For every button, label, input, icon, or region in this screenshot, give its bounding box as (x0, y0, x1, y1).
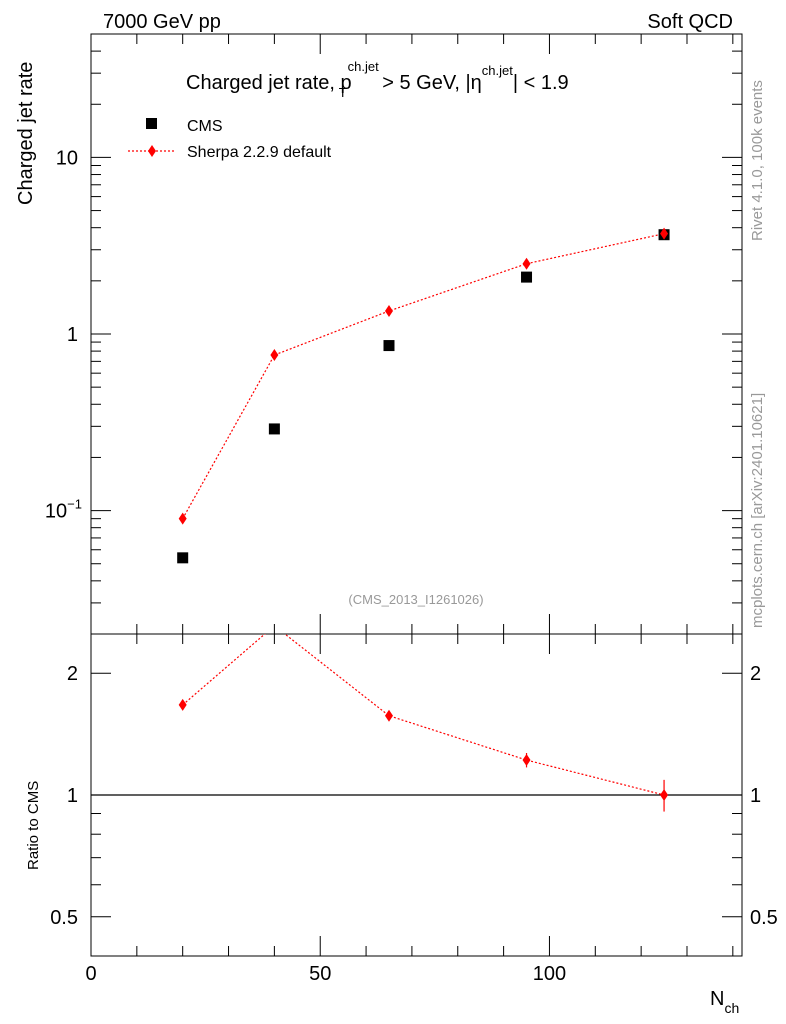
ratio-sherpa-point (660, 789, 669, 801)
ratio-y-tick-label: 1 (67, 785, 78, 807)
ratio-y-tick-label: 0.5 (50, 907, 78, 929)
legend-cms-marker (146, 118, 157, 129)
cms-point (177, 552, 189, 564)
main-y-tick-label: 1 (67, 324, 78, 346)
cms-point (268, 423, 280, 435)
legend-sherpa-label: Sherpa 2.2.9 default (187, 144, 332, 161)
sherpa-point (384, 304, 393, 317)
main-y-tick-label: 10−1 (45, 497, 82, 523)
title-sup2: ch.jet (482, 63, 513, 78)
main-y-axis-label: Charged jet rate (15, 62, 37, 205)
sherpa-line (182, 233, 665, 519)
sherpa-point (660, 227, 669, 240)
title-end: | < 1.9 (513, 72, 569, 94)
ratio-sherpa-point (522, 754, 531, 767)
legend-cms-label: CMS (187, 118, 223, 135)
cms-point (521, 271, 533, 283)
analysis-id: (CMS_2013_I1261026) (348, 592, 483, 607)
ratio-y-tick-label-right: 1 (750, 785, 761, 807)
x-axis-label: Nch (710, 988, 739, 1016)
legend-sherpa-marker (148, 145, 156, 157)
title-main: Charged jet rate, p (186, 72, 352, 94)
cms-point (383, 340, 395, 352)
header-left: 7000 GeV pp (103, 11, 221, 33)
ratio-data-marks (178, 634, 669, 812)
ratio-sherpa-line (182, 634, 665, 796)
main-y-tick-label-exp: −1 (67, 497, 82, 512)
ratio-axis-ticks: 0.5 0.5 1 1 2 2 0 50 100 (50, 634, 778, 985)
mcplots-text: mcplots.cern.ch [arXiv:2401.10621] (749, 393, 766, 628)
plot-title: Charged jet rate, pch.jet T > 5 GeV, |ηch… (186, 59, 569, 100)
ratio-y-tick-label-right: 0.5 (750, 907, 778, 929)
ratio-y-tick-label: 2 (67, 663, 78, 685)
ratio-sherpa-point (178, 698, 187, 711)
title-sup1: ch.jet (348, 59, 379, 74)
x-tick-label: 0 (85, 963, 96, 985)
sherpa-point (522, 257, 531, 270)
x-tick-label: 100 (533, 963, 566, 985)
main-y-tick-label: 10 (56, 147, 78, 169)
x-tick-label: 50 (309, 963, 331, 985)
sherpa-point (178, 512, 187, 525)
ratio-y-axis-label: Ratio to CMS (25, 781, 42, 870)
x-axis-label-sub: ch (724, 1000, 739, 1016)
sherpa-point (270, 349, 279, 362)
header-right: Soft QCD (647, 11, 733, 33)
rivet-version-text: Rivet 4.1.0, 100k events (749, 80, 766, 241)
main-y-tick-label-base: 10 (45, 501, 67, 523)
ratio-y-tick-label-right: 2 (750, 663, 761, 685)
main-data-marks (177, 227, 670, 564)
x-axis-label-main: N (710, 988, 724, 1010)
ratio-sherpa-point (384, 709, 393, 722)
title-sub1: T (339, 85, 347, 100)
title-mid: > 5 GeV, |η (377, 72, 482, 94)
